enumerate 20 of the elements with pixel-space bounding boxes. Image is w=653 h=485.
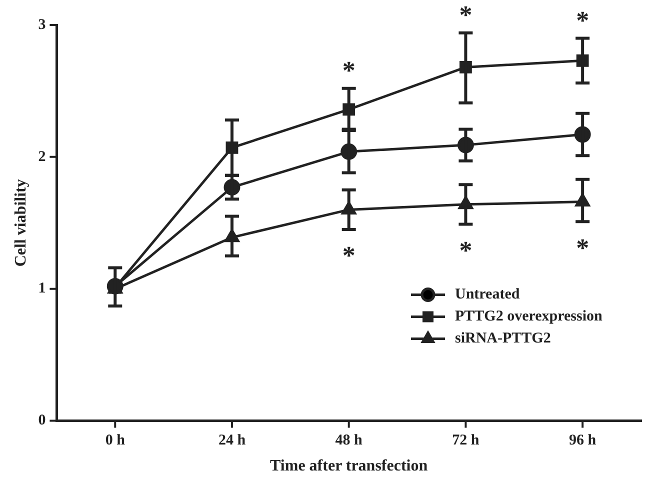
annotation: * (342, 241, 356, 270)
x-axis-title: Time after transfection (270, 458, 428, 475)
y-tick-label: 2 (38, 148, 46, 165)
annotation: * (342, 56, 356, 86)
legend-label: siRNA-PTTG2 (455, 330, 551, 347)
x-tick-label: 72 h (452, 432, 480, 449)
annotation: * (459, 236, 472, 265)
x-tick-label: 0 h (105, 432, 126, 449)
annotation: * (459, 0, 472, 30)
y-tick-label: 1 (38, 280, 46, 297)
x-tick-label: 96 h (569, 432, 597, 449)
y-axis-title: Cell viability (12, 179, 30, 267)
legend-label: PTTG2 overexpression (455, 308, 604, 325)
annotation: * (576, 233, 590, 262)
legend-label: Untreated (455, 286, 520, 303)
x-tick-label: 24 h (218, 432, 246, 449)
y-tick-label: 3 (38, 16, 46, 33)
y-tick-label: 0 (38, 412, 46, 429)
annotation: * (576, 6, 590, 35)
x-tick-label: 48 h (335, 432, 364, 449)
